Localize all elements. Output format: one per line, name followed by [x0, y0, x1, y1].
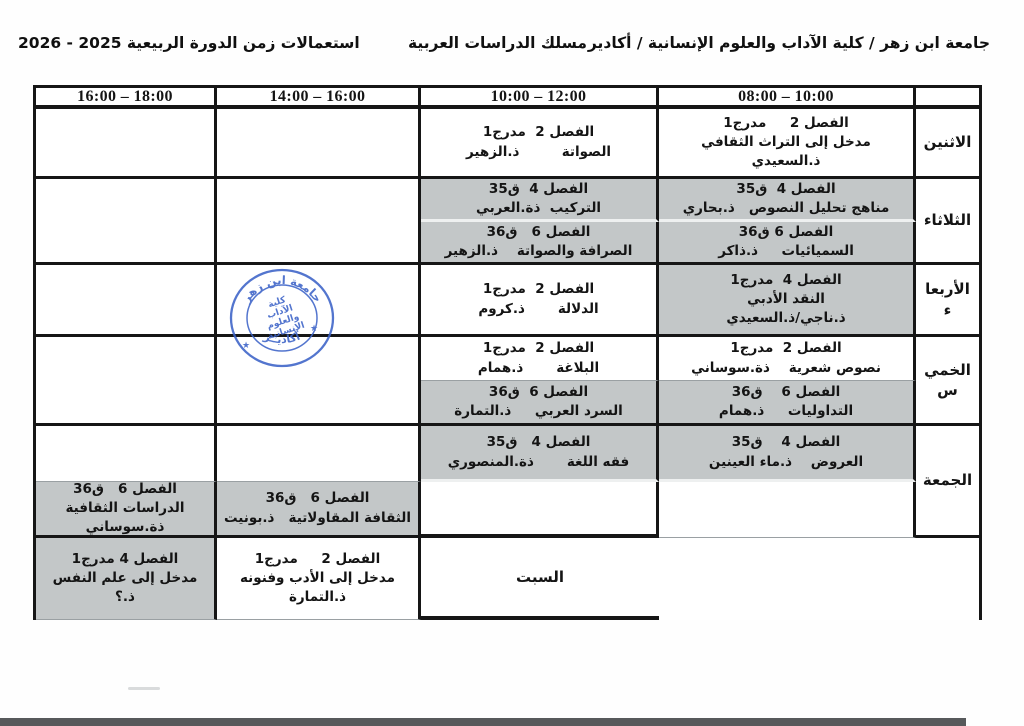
schedule-cell-friday-10-08-a: الفصل 4 ق35 العروض ذ.ماء العينين [659, 426, 916, 482]
program-title: مسلك الدراسات العربية [408, 34, 587, 52]
schedule-title: استعمالات زمن الدورة الربيعية 2025 - 202… [18, 34, 360, 52]
stamp-center-text: كلية الآداب والعلوم الإنسانية [265, 295, 306, 342]
university-title: جامعة ابن زهر / كلية الآداب والعلوم الإن… [587, 34, 990, 52]
empty-cell [36, 426, 217, 482]
empty-cell [36, 179, 217, 265]
schedule-cell-monday-10-08: الفصل 2 مدرج1 مدخل إلى التراث الثقافي ذ.… [659, 109, 916, 179]
day-cell-monday: الاثنين [916, 109, 979, 179]
schedule-cell-monday-12-10: الفصل 2 مدرج1 الصواتة ذ.الزهير [421, 109, 659, 179]
schedule-cell-thursday-12-10-b: الفصل 6 ق36 السرد العربي ذ.التمارة [421, 381, 659, 426]
empty-cell [217, 337, 421, 426]
empty-cell [217, 179, 421, 265]
schedule-cell-wednesday-10-08: الفصل 4 مدرج1 النقد الأدبي ذ.ناجي/ذ.السع… [659, 265, 916, 337]
schedule-cell-tuesday-12-10-a: الفصل 4 ق35 التركيب ذة.العربي [421, 179, 659, 222]
empty-cell [36, 265, 217, 337]
schedule-cell-wednesday-12-10: الفصل 2 مدرج1 الدلالة ذ.كروم [421, 265, 659, 337]
empty-cell [217, 109, 421, 179]
day-cell-thursday: الخمي س [916, 337, 979, 426]
schedule-cell-thursday-10-08-a: الفصل 2 مدرج1 نصوص شعرية ذة.سوساني [659, 337, 916, 381]
schedule-cell-thursday-10-08-b: الفصل 6 ق36 التداوليات ذ.همام [659, 381, 916, 426]
stamp-city-text: أكاديــر [261, 329, 302, 346]
day-cell-saturday: السبت [421, 538, 659, 620]
time-header-18-16: 18:00 – 16:00 [36, 88, 217, 109]
schedule-cell-saturday-12-10: الفصل 4 مدرج1 مدخل إلى علم النفس ذ.؟ [36, 538, 217, 620]
day-cell-friday: الجمعة [916, 426, 979, 538]
star-icon: ★ [242, 341, 250, 351]
timetable: 18:00 – 16:00 16:00 – 14:00 12:00 – 10:0… [33, 85, 982, 620]
schedule-cell-thursday-12-10-a: الفصل 2 مدرج1 البلاغة ذ.همام [421, 337, 659, 381]
day-cell-wednesday: الأربعا ء [916, 265, 979, 337]
scan-smudge [128, 687, 160, 690]
university-stamp: جامعة ابن زهر أكاديــر كلية الآداب والعل… [229, 268, 335, 368]
empty-cell [36, 109, 217, 179]
star-icon: ★ [310, 324, 318, 334]
empty-cell [217, 265, 421, 337]
schedule-cell-friday-10-08-b: الفصل 6 ق36 الثقافة المقاولاتية ذ.بونيت [217, 482, 421, 538]
stamp-outer-ring [229, 268, 335, 368]
stamp-inner-ring [246, 284, 318, 352]
scanner-edge-band [0, 718, 966, 726]
schedule-cell-tuesday-10-08-b: الفصل 6 ق36 السميائيات ذ.ذاكر [659, 222, 916, 265]
time-header-12-10: 12:00 – 10:00 [421, 88, 659, 109]
empty-cell [36, 337, 217, 426]
empty-cell [217, 426, 421, 482]
day-header-cell [916, 88, 979, 109]
empty-cell [421, 482, 659, 538]
day-cell-tuesday: الثلاثاء [916, 179, 979, 265]
schedule-cell-tuesday-10-08-a: الفصل 4 ق35 مناهج تحليل النصوص ذ.بحاري [659, 179, 916, 222]
schedule-cell-friday-12-10-a: الفصل 4 ق35 فقه اللغة ذة.المنصوري [421, 426, 659, 482]
time-header-10-08: 10:00 – 08:00 [659, 88, 916, 109]
schedule-cell-tuesday-12-10-b: الفصل 6 ق36 الصرافة والصواتة ذ.الزهير [421, 222, 659, 265]
schedule-cell-saturday-10-08: الفصل 2 مدرج1 مدخل إلى الأدب وفنونه ذ.ال… [217, 538, 421, 620]
empty-cell [659, 482, 916, 538]
schedule-cell-friday-12-10-b: الفصل 6 ق36 الدراسات الثقافية ذة.سوساني [36, 482, 217, 538]
time-header-16-14: 16:00 – 14:00 [217, 88, 421, 109]
